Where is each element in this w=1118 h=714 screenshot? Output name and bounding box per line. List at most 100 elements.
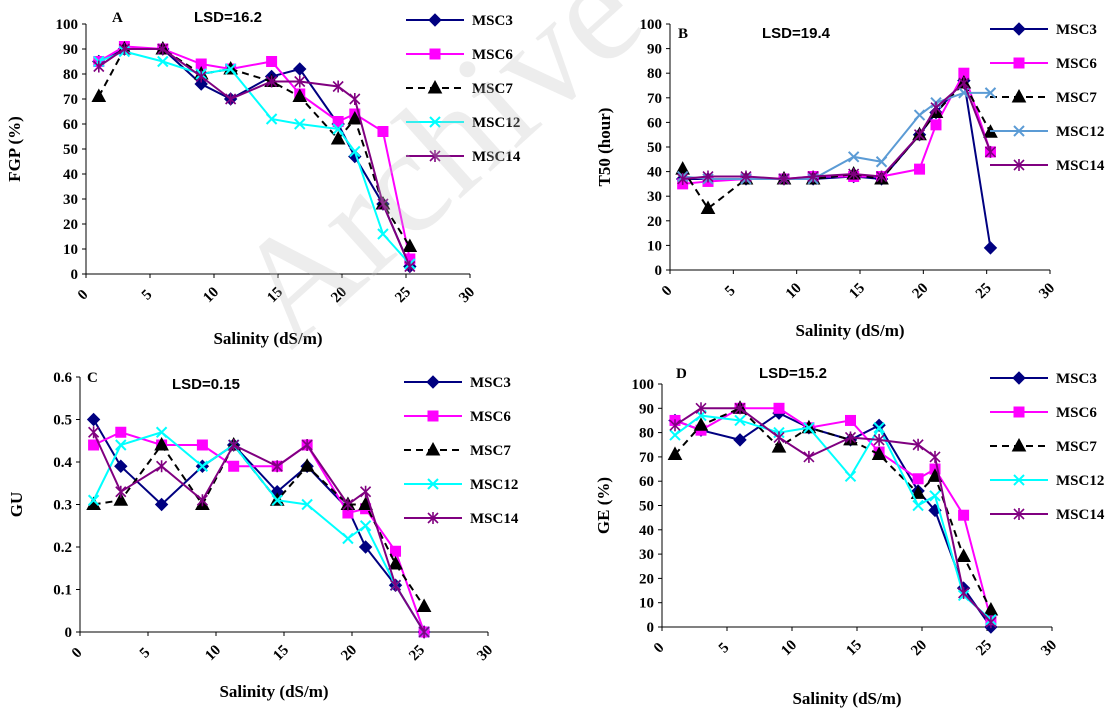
marker-star <box>266 75 278 88</box>
marker-triangle <box>427 79 443 94</box>
legend-label: MSC6 <box>1056 56 1097 72</box>
x-tick-label: 10 <box>783 280 805 302</box>
marker-x <box>1013 474 1025 486</box>
y-tick-label: 0.6 <box>53 370 72 386</box>
marker-star <box>196 494 208 507</box>
marker-square <box>1013 57 1025 69</box>
y-tick-label: 100 <box>632 377 655 393</box>
series-line <box>92 418 425 633</box>
y-tick-label: 50 <box>639 499 654 515</box>
legend-label: MSC3 <box>470 375 511 391</box>
marker-star <box>332 80 344 93</box>
series-msc7 <box>86 436 432 612</box>
marker-star <box>93 60 105 73</box>
marker-diamond <box>1012 22 1026 36</box>
marker-triangle <box>299 458 315 472</box>
y-tick-label: 40 <box>63 167 78 183</box>
marker-x <box>332 123 344 135</box>
marker-square <box>912 473 924 485</box>
marker-star <box>342 498 354 511</box>
marker-square <box>914 163 926 175</box>
x-tick-label: 0 <box>659 283 676 300</box>
legend-label: MSC7 <box>1056 439 1097 455</box>
marker-diamond <box>428 13 442 27</box>
marker-x <box>377 228 389 240</box>
marker-triangle <box>91 88 107 102</box>
marker-star <box>228 439 240 451</box>
y-tick-label: 0 <box>655 263 663 279</box>
marker-triangle <box>700 200 716 214</box>
marker-triangle <box>667 446 683 460</box>
y-tick-label: 100 <box>640 17 663 33</box>
x-tick-label: 20 <box>908 637 930 659</box>
legend-entry-msc14: MSC14 <box>990 158 1105 174</box>
series-line <box>97 48 411 248</box>
marker-triangle <box>1011 437 1027 452</box>
marker-square <box>115 426 127 438</box>
marker-x <box>115 439 127 451</box>
y-axis-title: FGP (%) <box>5 116 24 182</box>
marker-triangle <box>388 555 403 570</box>
marker-star <box>803 450 815 463</box>
y-axis-title: T50 (hour) <box>595 108 614 187</box>
y-tick-label: 60 <box>639 474 654 490</box>
legend-label: MSC6 <box>472 47 513 63</box>
marker-star <box>912 438 924 451</box>
marker-star <box>807 170 819 183</box>
x-tick-label: 30 <box>456 284 478 306</box>
marker-x <box>913 109 926 121</box>
legend-label: MSC6 <box>470 409 511 425</box>
series-line <box>674 407 992 611</box>
legend-label: MSC3 <box>1056 22 1097 38</box>
marker-square <box>429 48 441 60</box>
marker-star <box>844 431 857 444</box>
y-tick-label: 40 <box>647 165 662 181</box>
marker-x <box>157 55 169 68</box>
x-tick-label: 30 <box>474 642 496 664</box>
marker-star <box>225 93 237 105</box>
chart-panel-c: 0 0.1 0.2 0.3 0.4 0.5 0.6 0 5 10 15 20 25 30 Salinity … <box>7 370 519 701</box>
marker-x <box>875 156 888 168</box>
marker-x <box>429 116 441 128</box>
series-msc14 <box>88 426 430 638</box>
y-tick-label: 50 <box>63 142 78 158</box>
series-line <box>674 407 992 623</box>
series-line <box>681 81 992 210</box>
marker-triangle <box>416 598 432 612</box>
marker-star <box>702 170 714 183</box>
marker-x <box>427 478 439 490</box>
panel-letter: B <box>678 26 688 42</box>
marker-star <box>669 419 681 432</box>
marker-star <box>118 43 130 55</box>
marker-diamond <box>293 62 307 76</box>
y-tick-label: 0.4 <box>53 455 72 471</box>
marker-star <box>115 485 127 498</box>
marker-triangle <box>910 485 926 499</box>
marker-diamond <box>86 412 101 427</box>
series-line <box>682 91 991 180</box>
marker-x <box>87 494 100 506</box>
y-axis-title: GU <box>7 492 26 518</box>
marker-star <box>427 512 439 524</box>
marker-star <box>88 426 100 439</box>
marker-star <box>360 485 372 498</box>
legend-label: MSC7 <box>470 443 511 459</box>
series-line <box>98 50 411 265</box>
marker-x <box>294 118 306 130</box>
x-tick-label: 25 <box>406 642 428 664</box>
marker-x <box>224 63 237 75</box>
marker-star <box>429 150 441 162</box>
series-line <box>98 48 411 267</box>
marker-square <box>427 410 439 422</box>
marker-x <box>265 113 278 125</box>
marker-star <box>157 43 169 55</box>
chart-panel-d: 0 10 20 30 40 50 60 70 80 90 100 0 5 10 15 20 25 30 Salini… <box>594 365 1105 708</box>
marker-star <box>156 460 168 473</box>
legend-label: MSC14 <box>1056 507 1105 523</box>
y-tick-label: 80 <box>63 67 78 83</box>
series-line <box>93 431 426 633</box>
marker-diamond <box>114 459 128 473</box>
marker-star <box>389 579 402 592</box>
panel-letter: D <box>676 366 687 382</box>
marker-square <box>930 119 942 131</box>
